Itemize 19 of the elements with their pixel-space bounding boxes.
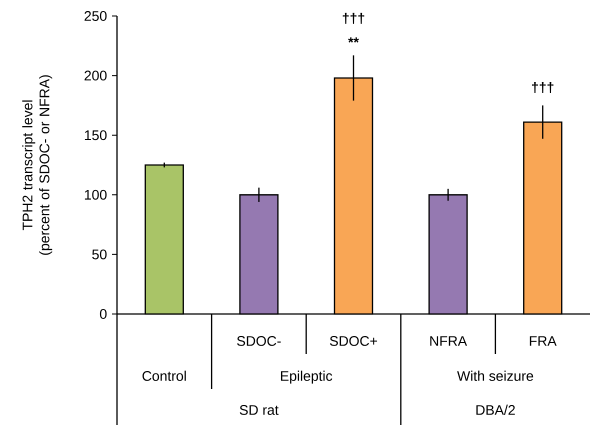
y-tick-label: 100 (84, 190, 107, 200)
text: SD rat (240, 405, 279, 415)
annotation: ††† (342, 12, 364, 24)
y-tick-label: 150 (84, 130, 107, 140)
y-tick-label: 200 (84, 70, 107, 81)
y-tick-label: 0 (100, 309, 107, 319)
y-tick-label: 250 (84, 11, 107, 21)
text: Epileptic (280, 370, 332, 384)
text: With seizure (457, 370, 534, 381)
text: Control (142, 370, 186, 381)
annotation: ** (348, 37, 359, 43)
annotation: ††† (532, 82, 554, 94)
x-tick-label: NFRA (430, 336, 468, 346)
text: DBA/2 (476, 404, 515, 415)
x-tick-label: SDOC- (237, 336, 281, 346)
y-axis-title: TPH2 transcript level (percent of SDOC- or NFRA) (22, 75, 52, 255)
y-tick-label: 50 (92, 249, 107, 260)
x-tick-label: SDOC+ (330, 336, 378, 346)
x-tick-label: FRA (530, 336, 557, 346)
